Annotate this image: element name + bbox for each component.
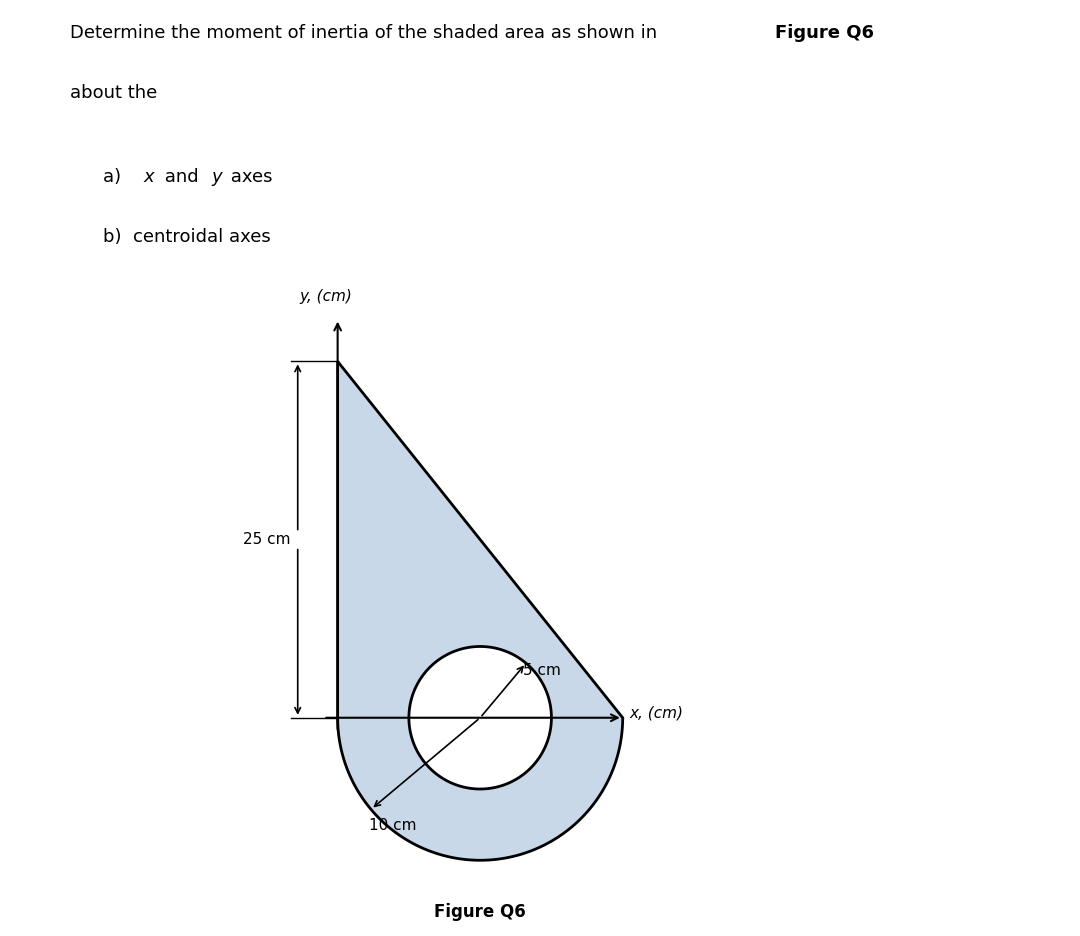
Polygon shape [409, 647, 552, 789]
Polygon shape [338, 361, 623, 860]
Text: x, (cm): x, (cm) [630, 706, 684, 721]
Text: a): a) [103, 168, 132, 185]
Text: 10 cm: 10 cm [368, 817, 416, 832]
Text: Determine the moment of inertia of the shaded area as shown in: Determine the moment of inertia of the s… [70, 24, 663, 42]
Text: Figure Q6: Figure Q6 [775, 24, 875, 42]
Text: y, (cm): y, (cm) [300, 289, 353, 304]
Text: 25 cm: 25 cm [243, 532, 291, 547]
Text: axes: axes [225, 168, 272, 185]
Text: b)  centroidal axes: b) centroidal axes [103, 227, 270, 245]
Text: about the: about the [70, 84, 158, 102]
Text: x: x [144, 168, 154, 185]
Text: y: y [212, 168, 222, 185]
Text: Figure Q6: Figure Q6 [434, 903, 526, 921]
Text: 5 cm: 5 cm [523, 663, 561, 678]
Text: and: and [159, 168, 204, 185]
